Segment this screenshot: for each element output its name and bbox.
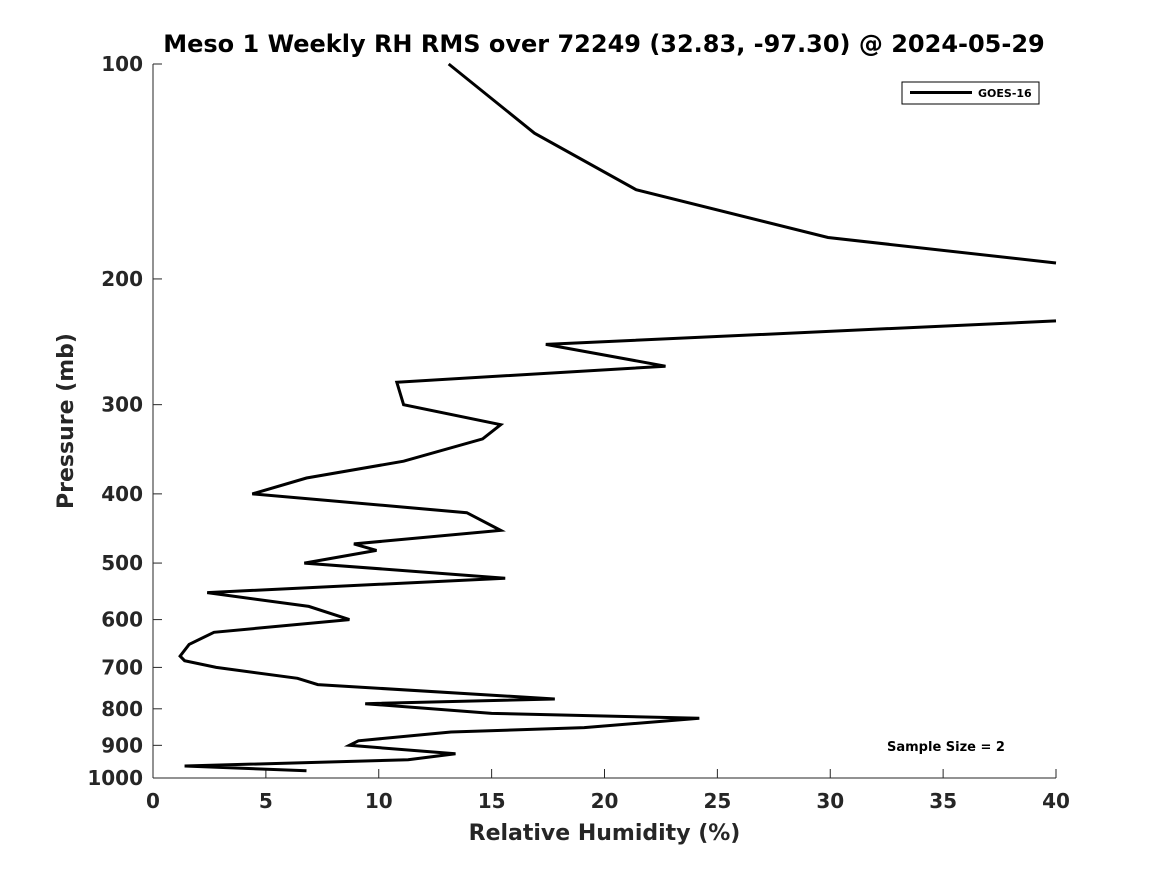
chart-title: Meso 1 Weekly RH RMS over 72249 (32.83, … [163, 30, 1045, 58]
series-line-goes-16-segment-1 [447, 62, 1057, 265]
series-line-goes-16-segment-2 [178, 319, 1057, 773]
legend-label-goes-16: GOES-16 [978, 87, 1032, 100]
y-axis-ticks: 100 200 300 400 500 600 700 800 900 1000 [87, 52, 162, 790]
x-tick-label: 25 [703, 789, 731, 813]
y-tick-label: 600 [101, 608, 143, 632]
x-axis-label: Relative Humidity (%) [469, 821, 741, 846]
legend: GOES-16 [901, 81, 1040, 105]
x-tick-label: 5 [259, 789, 273, 813]
y-tick-label: 200 [101, 267, 143, 291]
y-tick-label: 500 [101, 551, 143, 575]
x-axis-ticks: 0 5 10 15 20 25 30 35 40 [146, 769, 1070, 813]
y-tick-label: 800 [101, 697, 143, 721]
x-tick-label: 15 [478, 789, 506, 813]
x-tick-label: 40 [1042, 789, 1070, 813]
y-tick-label: 900 [101, 733, 143, 757]
y-tick-label: 400 [101, 482, 143, 506]
y-tick-label: 700 [101, 655, 143, 679]
y-tick-label: 300 [101, 393, 143, 417]
y-tick-label: 100 [101, 52, 143, 76]
y-axis-label: Pressure (mb) [54, 333, 79, 509]
sample-size-annotation: Sample Size = 2 [887, 740, 1005, 755]
series-layer [178, 62, 1057, 773]
x-tick-label: 20 [591, 789, 619, 813]
x-tick-label: 35 [929, 789, 957, 813]
x-tick-label: 10 [365, 789, 393, 813]
x-tick-label: 30 [816, 789, 844, 813]
x-tick-label: 0 [146, 789, 160, 813]
y-tick-label: 1000 [87, 766, 143, 790]
